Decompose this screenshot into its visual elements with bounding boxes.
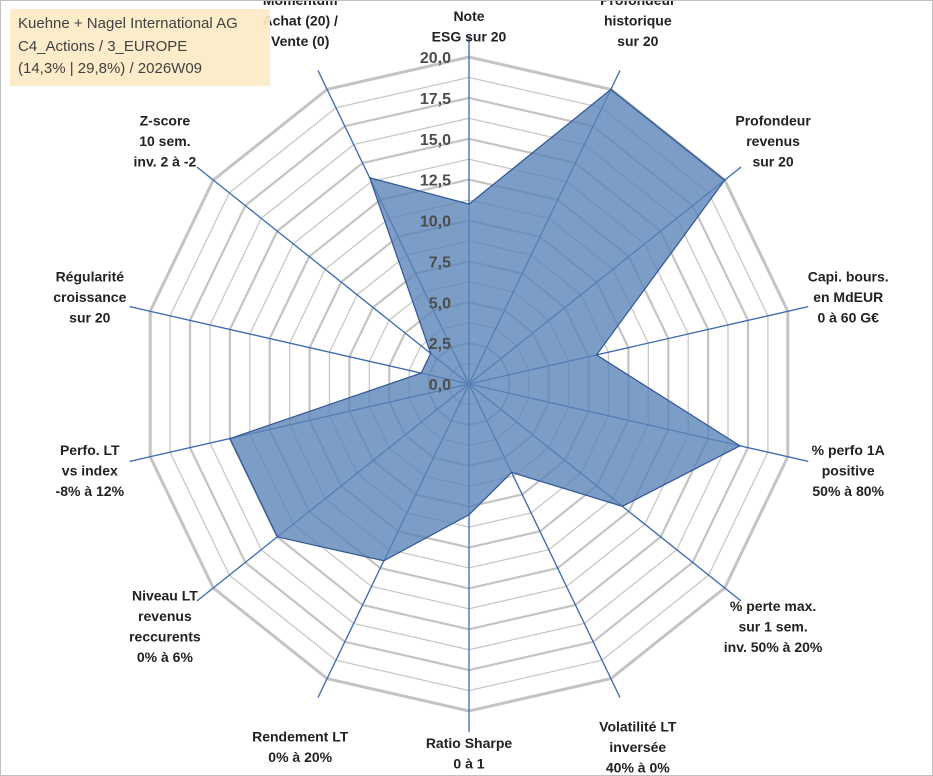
data-point — [739, 445, 741, 447]
data-point — [229, 437, 231, 440]
axis-label-line: % perfo 1A — [812, 442, 885, 458]
series-area — [229, 88, 742, 562]
axis-label-line: croissance — [53, 289, 126, 305]
axis-label: Note ESG sur 20 — [432, 8, 507, 45]
tick-label: 20,0 — [420, 50, 451, 67]
axis-label: Z-score 10 sem. inv. 2 à -2 — [134, 113, 197, 170]
axis-label-line: 0 à 60 G€ — [817, 310, 879, 326]
axis-label-line: revenus — [746, 133, 800, 149]
tick-label: 0,0 — [429, 377, 451, 394]
data-point — [610, 88, 612, 91]
axis-label-line: Ratio Sharpe — [426, 735, 513, 751]
performance-week: (14,3% | 29,8%) / 2026W09 — [18, 60, 202, 77]
axis-label: Capi. bours. en MdEUR 0 à 60 G€ — [808, 269, 889, 326]
data-point — [621, 505, 624, 508]
data-point — [468, 514, 470, 516]
axis-label-line: reccurents — [129, 629, 201, 645]
axis-label-line: Profondeur — [600, 1, 676, 8]
company-name: Kuehne + Nagel International AG — [18, 15, 238, 32]
axis-label: % perfo 1A positive 50% à 80% — [812, 442, 885, 499]
tick-label: 5,0 — [429, 295, 451, 312]
axis-label: Profondeur revenus sur 20 — [735, 113, 811, 170]
axis-label-line: historique — [604, 13, 672, 29]
axis-label-line: sur 20 — [69, 310, 110, 326]
tick-label: 15,0 — [420, 132, 451, 149]
axis-label-line: -8% à 12% — [56, 483, 125, 499]
data-point — [429, 352, 432, 355]
axis-label-line: vs index — [62, 462, 118, 478]
tick-label: 17,5 — [420, 91, 451, 108]
axis-labels: Note ESG sur 20 Profondeur historique sur 20… — [53, 1, 888, 775]
axis-label-line: 0% à 20% — [268, 749, 332, 765]
data-point — [276, 536, 279, 538]
axis-label-line: inversée — [609, 739, 666, 755]
axis-spoke — [196, 166, 470, 385]
axis-label-line: inv. 2 à -2 — [134, 154, 197, 170]
axis-label-line: sur 20 — [752, 154, 793, 170]
axis-label: Niveau LT revenus reccurents 0% à 6% — [129, 588, 201, 666]
axis-label-line: Régularité — [56, 269, 125, 285]
axis-label-line: 0% à 6% — [137, 649, 194, 665]
info-box: Kuehne + Nagel International AG C4_Actio… — [10, 9, 270, 86]
tick-label: 2,5 — [429, 336, 451, 353]
data-point — [723, 179, 726, 181]
axis-label-line: Perfo. LT — [60, 442, 120, 458]
data-point — [383, 560, 385, 562]
tick-label: 7,5 — [429, 254, 451, 271]
data-point — [368, 177, 371, 179]
axis-label-line: ESG sur 20 — [432, 29, 507, 45]
axis-label: Momentum Achat (20) / Vente (0) — [262, 1, 338, 49]
axis-label-line: Note — [453, 8, 484, 24]
axis-label-line: en MdEUR — [813, 289, 883, 305]
axis-label-line: positive — [822, 462, 875, 478]
series-layer — [229, 88, 742, 562]
axis-label-line: 50% à 80% — [812, 483, 884, 499]
axis-label-line: Achat (20) / — [262, 13, 338, 29]
axis-label: % perte max. sur 1 sem. inv. 50% à 20% — [724, 598, 823, 655]
axis-label-line: 40% à 0% — [606, 759, 670, 775]
tick-labels: 0,0 2,5 5,0 7,5 10,0 12,5 15,0 17,5 20,0 — [420, 50, 451, 394]
axis-label-line: Z-score — [140, 113, 191, 129]
axis-label-line: inv. 50% à 20% — [724, 639, 823, 655]
axis-label-line: Capi. bours. — [808, 269, 889, 285]
tick-label: 12,5 — [420, 173, 451, 190]
axis-label-line: Momentum — [263, 1, 338, 8]
axis-label-line: Vente (0) — [271, 33, 329, 49]
axis-label-line: Niveau LT — [132, 588, 198, 604]
axis-label-line: 0 à 1 — [453, 756, 484, 772]
data-point — [420, 372, 423, 374]
axis-label-line: sur 1 sem. — [738, 618, 807, 634]
axis-label-line: revenus — [138, 608, 192, 624]
portfolio-category: C4_Actions / 3_EUROPE — [18, 37, 188, 55]
axis-label: Volatilité LT inversée 40% à 0% — [599, 718, 677, 775]
axis-label: Régularité croissance sur 20 — [53, 269, 126, 326]
axis-label-line: Profondeur — [735, 113, 811, 129]
axis-label-line: Rendement LT — [252, 729, 349, 745]
axis-label-line: Volatilité LT — [599, 718, 677, 734]
axis-label: Profondeur historique sur 20 — [600, 1, 676, 49]
axis-label: Perfo. LT vs index -8% à 12% — [56, 442, 125, 499]
data-point — [468, 203, 470, 205]
axis-label-line: sur 20 — [617, 33, 658, 49]
data-point — [595, 354, 598, 356]
axis-label: Rendement LT 0% à 20% — [252, 729, 349, 766]
data-point — [510, 471, 513, 474]
axis-label-line: 10 sem. — [139, 133, 190, 149]
axis-label-line: % perte max. — [730, 598, 816, 614]
tick-label: 10,0 — [420, 214, 451, 231]
axis-label: Ratio Sharpe 0 à 1 — [426, 735, 513, 772]
axis-spoke — [129, 305, 470, 385]
